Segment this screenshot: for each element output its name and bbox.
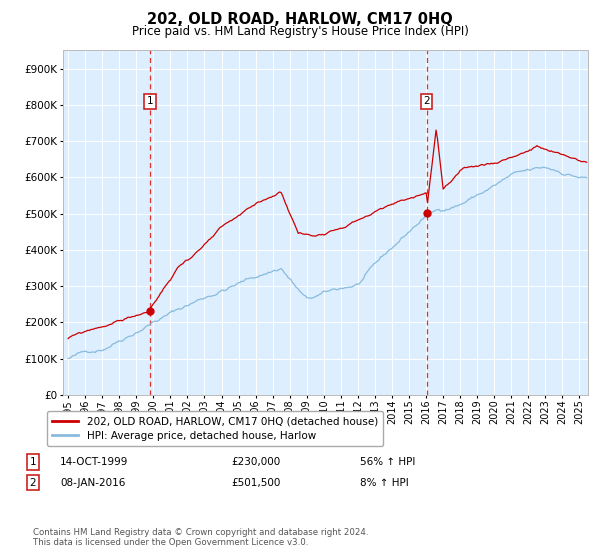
Text: Contains HM Land Registry data © Crown copyright and database right 2024.
This d: Contains HM Land Registry data © Crown c… xyxy=(33,528,368,547)
Text: 2: 2 xyxy=(29,478,37,488)
Text: £501,500: £501,500 xyxy=(231,478,280,488)
Text: 14-OCT-1999: 14-OCT-1999 xyxy=(60,457,128,467)
Text: 2: 2 xyxy=(423,96,430,106)
Text: 56% ↑ HPI: 56% ↑ HPI xyxy=(360,457,415,467)
Text: 202, OLD ROAD, HARLOW, CM17 0HQ: 202, OLD ROAD, HARLOW, CM17 0HQ xyxy=(147,12,453,27)
Text: Price paid vs. HM Land Registry's House Price Index (HPI): Price paid vs. HM Land Registry's House … xyxy=(131,25,469,38)
Text: £230,000: £230,000 xyxy=(231,457,280,467)
Text: 1: 1 xyxy=(29,457,37,467)
Text: 1: 1 xyxy=(146,96,153,106)
Legend: 202, OLD ROAD, HARLOW, CM17 0HQ (detached house), HPI: Average price, detached h: 202, OLD ROAD, HARLOW, CM17 0HQ (detache… xyxy=(47,411,383,446)
Text: 08-JAN-2016: 08-JAN-2016 xyxy=(60,478,125,488)
Text: 8% ↑ HPI: 8% ↑ HPI xyxy=(360,478,409,488)
